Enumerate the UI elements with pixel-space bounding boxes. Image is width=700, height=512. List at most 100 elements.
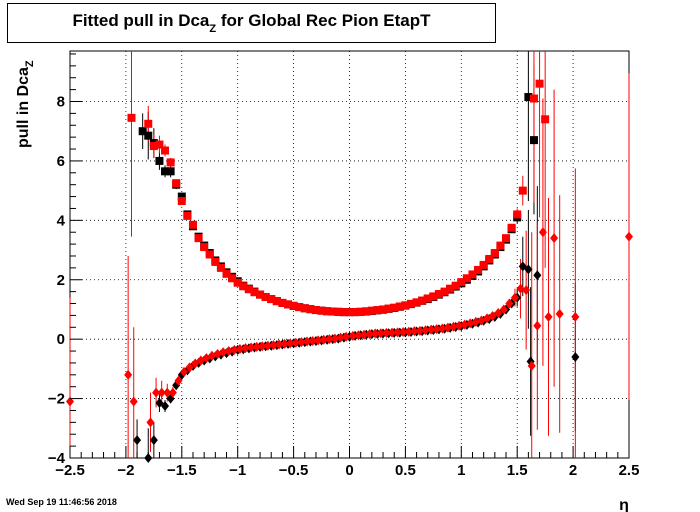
y-axis-label: pull in DcaZ — [15, 60, 36, 148]
axes: −2.5 −2 −1.5 −1 −0.5 0 0.5 1 1.5 2 2.5 −4 −2 0 2 4 6 8 — [48, 53, 640, 479]
data-point-diamond — [522, 285, 531, 296]
data-point-diamond — [163, 387, 172, 398]
data-point-square — [284, 300, 293, 309]
data-point-square — [529, 94, 538, 103]
data-point-diamond — [297, 337, 306, 348]
x-tick-label: −0.5 — [279, 462, 309, 479]
data-point-diamond — [393, 327, 402, 338]
data-point-diamond — [133, 435, 142, 446]
data-point-diamond — [291, 337, 300, 348]
data-point-square — [451, 281, 460, 290]
data-point-diamond — [527, 360, 536, 371]
data-point-square — [177, 192, 186, 201]
y-axis-label-main: pull in Dca — [15, 67, 32, 148]
data-point-diamond — [308, 335, 317, 346]
data-point-diamond — [152, 387, 161, 398]
data-point-square — [177, 197, 186, 206]
data-point-diamond — [303, 336, 312, 347]
data-point-diamond — [421, 325, 430, 336]
data-point-diamond — [185, 362, 194, 373]
data-point-square — [172, 179, 181, 188]
data-point-diamond — [432, 324, 441, 335]
data-point-square — [339, 308, 348, 317]
data-point-diamond — [449, 321, 458, 332]
timestamp: Wed Sep 19 11:46:56 2018 — [6, 497, 117, 507]
data-point-square — [401, 301, 410, 310]
data-point-square — [524, 93, 533, 102]
data-point-square — [412, 298, 421, 307]
data-point-square — [306, 305, 315, 314]
data-point-diamond — [252, 341, 261, 352]
data-point-square — [289, 301, 298, 310]
data-point-square — [239, 282, 248, 291]
data-point-diamond — [404, 326, 413, 337]
data-point-diamond — [180, 366, 189, 377]
data-point-diamond — [230, 344, 239, 355]
data-point-square — [541, 115, 550, 124]
data-point-square — [328, 307, 337, 316]
data-point-square — [345, 308, 354, 317]
data-point-square — [479, 260, 488, 269]
data-point-square — [490, 249, 499, 258]
data-point-square — [440, 287, 449, 296]
data-point-square — [183, 211, 192, 220]
data-point-diamond — [494, 308, 503, 319]
data-point-square — [295, 303, 304, 312]
data-point-diamond — [149, 435, 158, 446]
data-point-square — [384, 304, 393, 313]
data-point-diamond — [544, 311, 553, 322]
data-point-diamond — [571, 311, 580, 322]
data-point-diamond — [382, 327, 391, 338]
data-point-square — [529, 136, 538, 145]
data-point-square — [161, 146, 170, 155]
data-point-square — [272, 297, 281, 306]
data-point-square — [144, 119, 153, 128]
title-subscript: Z — [209, 23, 217, 35]
data-point-square — [323, 307, 332, 316]
data-point-diamond — [174, 375, 183, 386]
data-point-diamond — [224, 346, 233, 357]
chart-title: Fitted pull in DcaZ for Global Rec Pion … — [8, 11, 495, 35]
x-tick-label: 2.5 — [619, 462, 640, 479]
data-point-square — [373, 306, 382, 315]
data-point-diamond — [207, 350, 216, 361]
x-tick-label: −1.5 — [167, 462, 197, 479]
y-tick-label: 0 — [57, 331, 65, 348]
y-axis-label-sub: Z — [24, 60, 36, 67]
data-point-square — [406, 299, 415, 308]
data-point-diamond — [129, 396, 138, 407]
data-point-square — [256, 290, 265, 299]
data-point-square — [367, 306, 376, 315]
data-point-square — [502, 234, 511, 243]
error-bars — [69, 51, 630, 458]
data-point-square — [351, 308, 360, 317]
data-point-diamond — [213, 349, 222, 360]
data-point-diamond — [235, 343, 244, 354]
y-tick-label: 4 — [57, 212, 66, 229]
data-point-diamond — [410, 326, 419, 337]
data-point-square — [434, 290, 443, 299]
data-point-square — [300, 304, 309, 313]
data-point-square — [250, 288, 259, 297]
data-point-diamond — [505, 298, 514, 309]
data-point-square — [127, 113, 136, 122]
data-point-diamond — [371, 328, 380, 339]
y-tick-label: −4 — [48, 450, 66, 467]
data-point-diamond — [443, 322, 452, 333]
data-point-diamond — [336, 332, 345, 343]
data-point-square — [390, 303, 399, 312]
data-point-square — [244, 285, 253, 294]
data-point-square — [457, 278, 466, 287]
data-point-diamond — [342, 331, 351, 342]
data-point-square — [485, 254, 494, 263]
data-point-diamond — [415, 325, 424, 336]
data-point-square — [222, 269, 231, 278]
x-tick-label: −1 — [229, 462, 246, 479]
data-point-square — [334, 307, 343, 316]
data-point-diamond — [157, 387, 166, 398]
x-tick-label: 1 — [457, 462, 465, 479]
title-box: Fitted pull in DcaZ for Global Rec Pion … — [7, 3, 496, 43]
data-point-diamond — [387, 327, 396, 338]
data-points — [66, 79, 633, 463]
